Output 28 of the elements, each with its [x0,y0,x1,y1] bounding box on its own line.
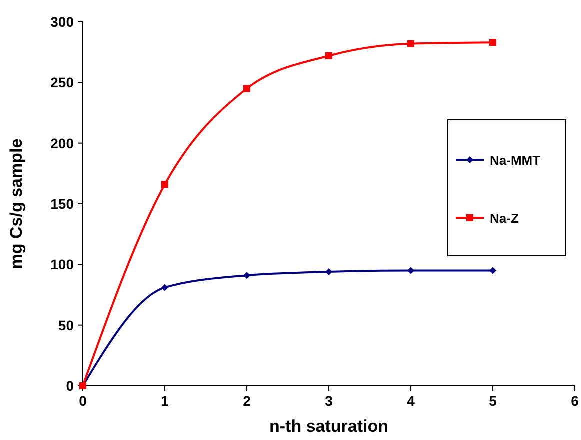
x-tick-label: 6 [571,393,580,409]
point [162,284,168,292]
x-tick-label: 3 [325,393,334,409]
x-tick-label: 2 [243,393,252,409]
y-axis-title: mg Cs/g sample [7,138,26,270]
point [408,40,414,48]
point [408,267,414,274]
point [326,52,332,60]
x-tick-label: 4 [407,393,416,409]
y-tick-label: 250 [50,74,74,91]
point [244,85,250,92]
legend-label: Na-MMT [490,153,541,168]
y-tick-label: 0 [66,378,74,394]
y-tick-label: 200 [50,135,74,152]
x-tick-label: 0 [79,393,88,409]
legend-label: Na-Z [490,211,519,226]
point [244,272,250,280]
point [490,39,496,46]
y-tick-label: 150 [50,196,74,212]
y-tick-label: 50 [58,317,74,334]
x-axis-title: n-th saturation [270,417,388,436]
point [162,181,168,188]
y-tick-label: 300 [50,14,74,30]
point [326,268,332,276]
point [490,267,496,274]
x-tick-label: 5 [489,393,498,409]
y-tick-label: 100 [50,256,74,273]
x-tick-label: 1 [161,393,170,409]
